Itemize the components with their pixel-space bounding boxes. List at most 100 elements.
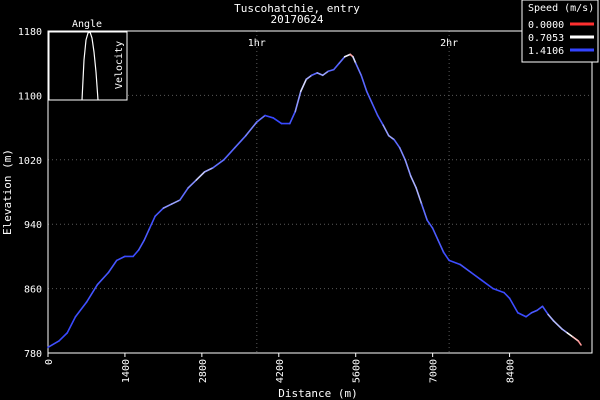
series-segment [354,62,363,77]
series-segment [404,159,412,177]
elevation-series [47,53,582,349]
series-segment [264,114,275,119]
speed-legend: Speed (m/s) 0.0000 0.7053 1.4106 [521,0,599,63]
series-segment [256,114,266,123]
series-segment [245,121,258,137]
series-segment [577,340,582,346]
series-segment [170,199,181,205]
series-segment [566,332,574,338]
time-tick-label: 2hr [440,38,458,49]
series-segment [541,305,549,316]
inset-curve [81,31,99,101]
y-tick-label: 940 [24,220,42,231]
series-segment [492,287,505,294]
series-segment [360,74,368,93]
series-segment [96,271,110,286]
series-segment [525,311,533,318]
series-segment [74,301,88,318]
series-segment [316,72,324,77]
series-segment [327,68,335,73]
series-segment [107,259,118,274]
series-segment [393,138,401,149]
series-segment [470,271,483,282]
series-segment [288,110,297,125]
x-axis-ticks: 0 1400 2800 4200 5600 7000 8400 [44,353,517,383]
time-tick-label: 1hr [248,38,266,49]
plot-frame [47,30,593,354]
legend-entry-label: 1.4106 [528,46,564,57]
legend-entry-label: 0.0000 [528,20,564,31]
inset-right-label: Velocity [114,41,125,89]
series-segment [382,124,390,137]
series-segment [234,134,247,149]
y-tick-label: 860 [24,285,42,296]
series-segment [115,255,126,262]
series-segment [409,175,417,189]
series-segment [398,146,406,161]
series-segment [148,215,156,230]
y-tick-label: 780 [24,349,42,360]
chart-title: Tuscohatchie, entry [234,2,360,15]
inset-top-label: Angle [72,19,102,30]
x-tick-label: 0 [44,359,55,365]
legend-entry-label: 0.7053 [528,33,564,44]
y-tick-label: 1100 [18,91,42,102]
series-segment [448,259,461,266]
series-segment [343,53,352,58]
y-tick-label: 1180 [18,27,42,38]
series-segment [299,78,308,93]
x-tick-label: 7000 [429,359,440,383]
series-segment [85,283,99,304]
series-segment [459,263,472,274]
series-segment [195,171,206,181]
y-tick-label: 1020 [18,156,42,167]
legend-title: Speed (m/s) [528,3,594,14]
series-segment [530,309,538,314]
series-segment [137,239,145,251]
series-segment [294,90,302,113]
series-segment [352,55,357,65]
series-segment [517,311,527,318]
x-tick-label: 8400 [506,359,517,383]
series-segment [305,74,313,81]
series-segment [162,203,173,209]
series-segment [371,102,379,117]
series-segment [560,328,569,334]
legend-items: 0.0000 0.7053 1.4106 [528,20,594,57]
series-segment [437,239,445,254]
series-segment [508,297,519,314]
x-tick-label: 5600 [352,359,363,383]
series-segment [387,134,395,141]
series-segment [415,187,423,205]
series-segment [154,207,165,217]
x-tick-label: 4200 [275,359,286,383]
x-tick-label: 2800 [198,359,209,383]
series-segment [58,332,69,342]
series-segment [431,227,439,242]
series-segment [503,291,511,300]
series-segment [365,90,374,105]
series-segment [547,313,555,322]
series-segment [481,279,494,290]
series-segment [321,70,330,77]
series-segment [47,340,60,349]
series-segment [376,114,384,126]
series-segment [332,62,341,71]
series-segment [66,315,77,334]
y-axis-label: Elevation (m) [1,149,14,235]
series-segment [272,117,283,125]
inset-panel: Angle Velocity [48,19,128,101]
series-segment [426,219,434,230]
series-segment [552,319,563,330]
series-segment [420,203,428,221]
series-segment [571,336,580,342]
series-segment [338,55,346,65]
x-tick-label: 1400 [121,359,132,383]
series-segment [203,167,214,173]
inset-frame [48,31,128,101]
series-segment [310,72,319,77]
y-axis-ticks: 780 860 940 1020 1100 1180 [18,27,42,360]
series-segment [179,187,189,201]
series-segment [132,249,140,258]
